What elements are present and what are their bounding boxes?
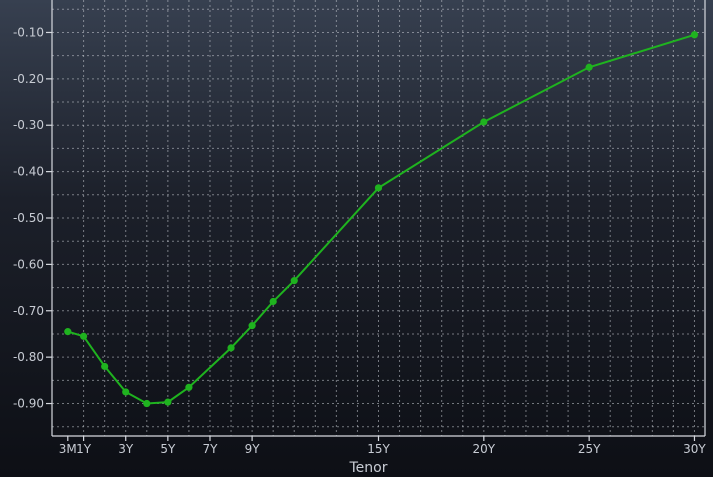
y-tick-label: -0.20 bbox=[13, 72, 44, 86]
y-axis-ticks: -0.10 -0.20 -0.30 -0.40 -0.50 -0.60 -0.70 -0.80… bbox=[13, 25, 52, 411]
data-point bbox=[585, 63, 593, 71]
data-point bbox=[269, 297, 277, 306]
x-tick-label: 30Y bbox=[683, 442, 706, 456]
x-tick-label: 1Y bbox=[76, 442, 92, 456]
y-tick-label: -0.90 bbox=[13, 397, 44, 411]
x-axis-title: Tenor bbox=[349, 460, 388, 476]
x-tick-label: 20Y bbox=[473, 442, 496, 456]
data-point bbox=[79, 332, 88, 340]
data-point bbox=[101, 362, 109, 371]
data-point bbox=[290, 277, 298, 285]
y-tick-label: -0.40 bbox=[13, 165, 44, 179]
y-tick-label: -0.50 bbox=[13, 211, 44, 225]
data-point bbox=[480, 118, 488, 126]
x-tick-label: 25Y bbox=[578, 442, 601, 456]
grid bbox=[52, 0, 705, 436]
x-tick-label: 15Y bbox=[367, 442, 390, 456]
data-point bbox=[227, 344, 235, 352]
y-tick-label: -0.30 bbox=[13, 118, 44, 132]
y-tick-label: -0.10 bbox=[13, 25, 44, 39]
data-point bbox=[143, 399, 151, 408]
x-tick-label: 7Y bbox=[202, 442, 218, 456]
data-point bbox=[248, 322, 256, 330]
data-point bbox=[122, 388, 130, 396]
y-tick-label: -0.70 bbox=[13, 304, 44, 318]
data-point bbox=[690, 31, 699, 39]
y-tick-label: -0.80 bbox=[13, 350, 44, 364]
x-tick-label: 3M bbox=[59, 442, 77, 456]
x-tick-label: 5Y bbox=[160, 442, 176, 456]
data-point bbox=[164, 398, 172, 406]
data-point bbox=[64, 328, 72, 336]
x-axis-ticks: 3M 1Y 3Y 5Y 7Y 9Y 15Y 20Y 25Y 30Y bbox=[59, 436, 706, 456]
x-tick-label: 3Y bbox=[118, 442, 134, 456]
series bbox=[64, 31, 699, 408]
y-tick-label: -0.60 bbox=[13, 257, 44, 271]
data-point bbox=[185, 383, 193, 391]
data-point bbox=[374, 184, 383, 192]
x-tick-label: 9Y bbox=[245, 442, 261, 456]
